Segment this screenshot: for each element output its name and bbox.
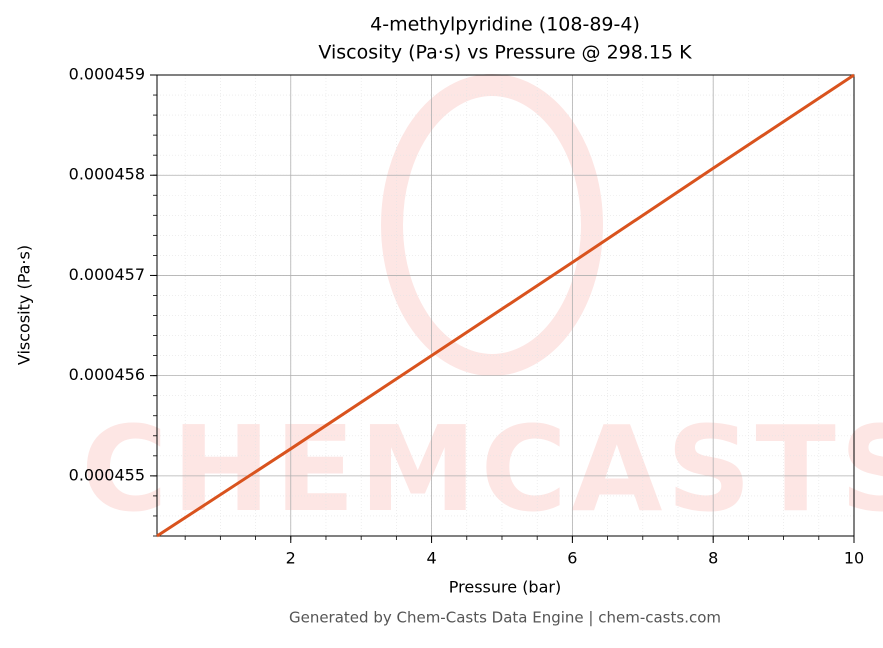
y-tick-label: 0.000456 [69,365,145,384]
x-tick-label: 2 [286,549,296,568]
x-tick-label: 8 [708,549,718,568]
line [156,73,855,538]
watermark: CHEMCASTS [81,400,883,538]
y-tick-label: 0.000459 [69,65,145,84]
chart-subtitle: Viscosity (Pa·s) vs Pressure @ 298.15 K [318,42,692,64]
footer: Generated by Chem-Casts Data Engine | ch… [289,609,721,627]
y-tick-label: 0.000457 [69,265,145,284]
chart-title: 4-methylpyridine (108-89-4) [370,14,640,36]
y-tick-label: 0.000455 [69,465,145,484]
plot-frame [156,74,855,537]
x-tick-label: 4 [426,549,436,568]
watermark-logo [381,74,603,376]
x-tick-label: 10 [844,549,864,568]
x-axis-label: Pressure (bar) [449,578,561,597]
y-tick-label: 0.000458 [69,165,145,184]
y-axis-label: Viscosity (Pa·s) [15,245,34,365]
x-tick-label: 6 [567,549,577,568]
